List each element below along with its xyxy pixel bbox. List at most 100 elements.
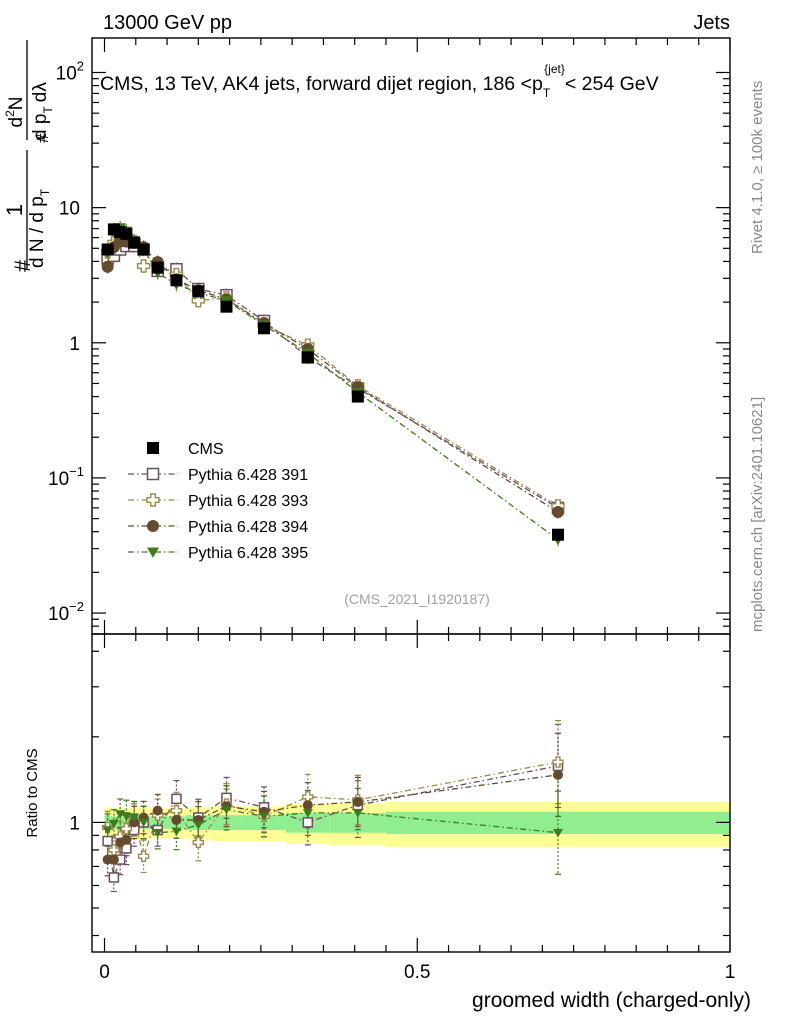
- x-axis-tick-labels: 0 0.5 1: [99, 962, 735, 983]
- x-tick-label: 0.5: [404, 962, 430, 983]
- marker-square-filled: [147, 442, 159, 454]
- marker-cross-open: [120, 823, 133, 835]
- marker-square-filled: [128, 236, 141, 249]
- ratio-series-line: [107, 808, 559, 834]
- marker-square-filled: [551, 528, 564, 541]
- chart-title-main: CMS, 13 TeV, AK4 jets, forward dijet reg…: [100, 73, 543, 95]
- marker-square-filled: [258, 322, 271, 335]
- marker-square-open: [146, 467, 160, 481]
- chart-title-sub: T: [543, 86, 551, 100]
- marker-triangle-down-filled: [129, 813, 140, 823]
- y-tick-label: 10−1: [48, 464, 84, 490]
- ratio-y-tick-label: 1: [69, 813, 80, 834]
- marker-circle-filled: [302, 800, 313, 811]
- marker-square-filled: [351, 390, 364, 403]
- analysis-watermark: (CMS_2021_I1920187): [344, 591, 490, 607]
- marker-square-filled: [137, 243, 150, 256]
- marker-cross-open: [552, 756, 564, 768]
- marker-triangle-down-filled: [352, 809, 363, 818]
- marker-square-open: [302, 817, 314, 828]
- marker-square-filled: [220, 300, 233, 313]
- ratio-series-group: [101, 719, 564, 893]
- marker-cross-open: [137, 850, 150, 862]
- series-line: [107, 235, 559, 507]
- y-tick-label: 10−2: [48, 599, 84, 625]
- marker-circle-filled: [352, 796, 363, 807]
- marker-square-filled: [101, 243, 114, 256]
- y-tick-label: 10: [59, 199, 80, 220]
- ylabel-den2: d pTdλ: [30, 82, 55, 140]
- upper-y-axis-label: # 1 d N / d pT # d2N d pTdλ: [2, 40, 55, 272]
- marker-square-filled: [170, 274, 183, 287]
- marker-cross-open: [108, 844, 120, 856]
- marker-circle-filled: [551, 505, 564, 518]
- header-left: 13000 GeV pp: [103, 12, 232, 34]
- marker-cross-open: [191, 293, 206, 308]
- marker-square-open: [171, 793, 182, 805]
- chart-title-sup: {jet}: [544, 62, 565, 76]
- marker-triangle-down-filled: [138, 818, 149, 828]
- marker-cross-open: [192, 836, 205, 849]
- ylabel-num-n: N: [6, 97, 27, 111]
- legend-entry-label: Pythia 6.428 393: [188, 493, 308, 510]
- legend-entry-label: Pythia 6.428 391: [188, 467, 308, 484]
- ratio-panel-frame: [91, 633, 731, 953]
- marker-circle-filled: [152, 805, 163, 816]
- ylabel-denom-main: d N / d p: [27, 196, 48, 268]
- ratio-axis-ticks: 1: [69, 634, 731, 952]
- marker-circle-filled: [121, 834, 132, 845]
- marker-circle-filled: [101, 260, 114, 273]
- y-tick-label-base: 10: [48, 469, 69, 490]
- ylabel-numerator: d2N: [3, 97, 27, 128]
- ylabel-den2-tail: dλ: [30, 82, 51, 103]
- marker-triangle-down-filled: [552, 828, 563, 838]
- y-tick-label-exp: 2: [77, 58, 84, 73]
- marker-triangle-down-filled: [102, 826, 113, 835]
- rivet-version-label: Rivet 4.1.0, ≥ 100k events: [749, 81, 766, 254]
- y-tick-label-exp: −2: [69, 599, 84, 614]
- marker-square-filled: [151, 261, 164, 274]
- y-tick-label: 102: [56, 58, 84, 84]
- ylabel-hash2: #: [33, 133, 52, 143]
- marker-square-open: [102, 835, 113, 847]
- legend-entry-label: CMS: [188, 441, 224, 458]
- marker-triangle-down-filled: [302, 809, 313, 818]
- y-tick-label-base: 10: [48, 604, 69, 625]
- chart-title-tail: < 254 GeV: [565, 73, 659, 95]
- marker-circle-filled: [171, 814, 182, 825]
- marker-triangle-down-filled: [121, 812, 132, 822]
- marker-triangle-down-filled: [108, 819, 119, 829]
- ylabel-den2-sub: T: [41, 106, 55, 114]
- marker-triangle-down-filled: [221, 805, 232, 815]
- legend: CMS Pythia 6.428 391 Pythia 6.428 393 Pythi…: [128, 441, 308, 562]
- ylabel-hash: #: [10, 259, 35, 272]
- mcplots-label: mcplots.cern.ch [arXiv:2401.10621]: [749, 397, 766, 632]
- marker-circle-filled: [147, 520, 159, 532]
- header-right: Jets: [693, 12, 730, 34]
- marker-triangle-down-filled: [147, 547, 159, 558]
- marker-square-open: [108, 872, 120, 883]
- ylabel-denominator: d N / d pT: [27, 188, 52, 268]
- marker-circle-filled: [108, 854, 119, 865]
- marker-triangle-down-filled: [152, 828, 163, 838]
- marker-circle-filled: [552, 769, 563, 780]
- marker-triangle-down-filled: [115, 810, 126, 819]
- x-tick-label: 0: [99, 962, 110, 983]
- marker-circle-filled: [129, 817, 140, 828]
- y-tick-label: 1: [69, 334, 80, 355]
- ratio-series-line: [107, 774, 559, 861]
- ylabel-den2-main: d p: [30, 114, 51, 140]
- marker-square-filled: [192, 285, 205, 298]
- ratio-series-line: [107, 761, 559, 859]
- ylabel-num-sup: 2: [3, 110, 17, 117]
- ylabel-num-d: d: [6, 117, 27, 128]
- marker-cross-open: [136, 259, 151, 273]
- upper-series-group: [100, 221, 565, 547]
- marker-triangle-down-filled: [171, 827, 182, 837]
- ratio-band-inner: [242, 815, 286, 831]
- marker-square-filled: [301, 351, 314, 364]
- marker-cross-open: [146, 493, 160, 507]
- marker-triangle-down-filled: [259, 812, 270, 822]
